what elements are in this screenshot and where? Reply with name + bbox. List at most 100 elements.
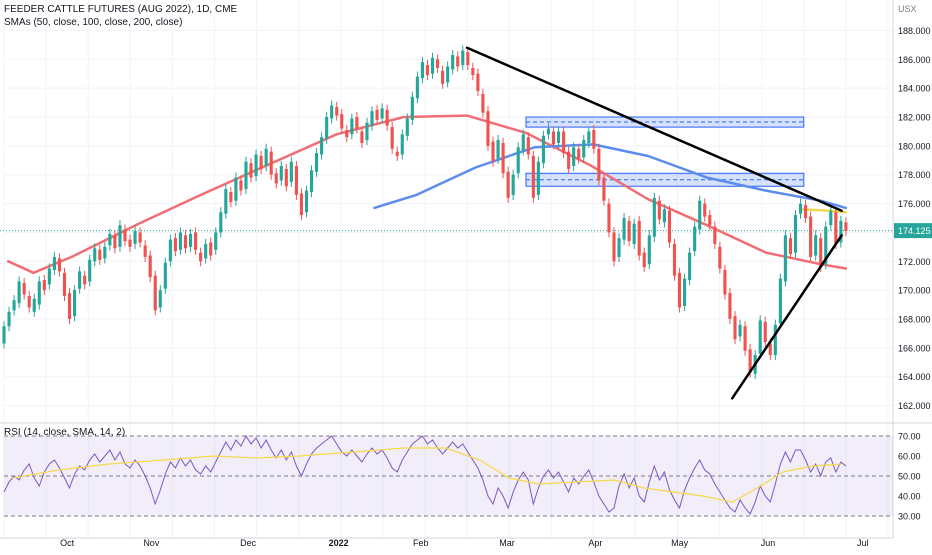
candle-body: [728, 293, 732, 319]
trendline[interactable]: [465, 46, 843, 213]
candle-body: [582, 140, 586, 158]
candle-body: [607, 203, 611, 233]
candle-body: [52, 256, 56, 270]
time-tick-label: Feb: [413, 538, 429, 548]
candle-body: [320, 137, 324, 155]
price-tick-label: 176.000: [898, 199, 931, 209]
candle-body: [592, 129, 596, 149]
chart-title: FEEDER CATTLE FUTURES (AUG 2022), 1D, CM…: [4, 4, 238, 15]
candle-body: [496, 140, 500, 159]
candle-body: [7, 311, 11, 327]
candle-body: [284, 168, 288, 187]
candle-body: [562, 131, 566, 154]
candle-body: [178, 232, 183, 250]
candle-body: [541, 135, 545, 164]
candle-body: [188, 233, 193, 247]
candle-body: [703, 203, 707, 217]
candle-body: [249, 163, 253, 178]
candle-body: [446, 66, 450, 83]
price-tick-label: 184.000: [898, 84, 931, 94]
candle-body: [224, 189, 228, 214]
candle-body: [118, 225, 122, 247]
candle-body: [57, 258, 62, 272]
candle-body: [143, 245, 147, 257]
candle-body: [748, 349, 752, 373]
candle-body: [486, 111, 490, 146]
candle-body: [713, 226, 717, 244]
candle-body: [199, 252, 203, 262]
candle-body: [380, 108, 384, 119]
candle-body: [158, 290, 162, 308]
candle-body: [88, 259, 92, 282]
candle-body: [93, 248, 97, 262]
candle-body: [264, 148, 268, 167]
candle-body: [274, 173, 278, 184]
candle-body: [410, 96, 414, 120]
candle-body: [758, 320, 762, 354]
candle-body: [597, 148, 601, 181]
candle-body: [829, 210, 833, 226]
time-tick-label: Dec: [240, 538, 257, 548]
candle-body: [37, 281, 41, 305]
rsi-tick-label: 50.00: [898, 472, 921, 482]
candle-body: [375, 109, 379, 120]
candle-body: [768, 343, 772, 356]
candle-body: [219, 212, 223, 233]
price-tick-label: 180.000: [898, 141, 931, 151]
candle-body: [214, 232, 218, 250]
candle-body: [2, 326, 6, 344]
candle-body: [466, 52, 470, 66]
candle-body: [718, 246, 722, 269]
candle-body: [345, 129, 349, 138]
time-tick-label: Oct: [60, 538, 75, 548]
time-tick-label: Mar: [499, 538, 515, 548]
candle-body: [834, 212, 838, 244]
sma-line: [373, 143, 848, 210]
candle-body: [536, 161, 540, 195]
candle-body: [683, 278, 687, 307]
candle-body: [763, 321, 767, 343]
candle-body: [269, 151, 273, 175]
rsi-line: [3, 434, 847, 515]
candle-body: [279, 166, 283, 181]
candle-body: [420, 62, 424, 79]
candle-body: [441, 70, 445, 84]
candle-body: [743, 326, 747, 351]
last-price-label: 174.125: [898, 226, 931, 236]
candle-body: [577, 148, 581, 159]
candle-body: [602, 177, 606, 201]
candle-body: [425, 65, 430, 76]
candle-body: [194, 232, 198, 250]
candle-body: [556, 131, 561, 143]
candle-body: [103, 246, 107, 259]
candle-body: [153, 275, 157, 311]
sma-line: [6, 114, 848, 275]
candle-body: [622, 218, 626, 240]
price-tick-label: 164.000: [898, 372, 931, 382]
candle-body: [501, 142, 505, 174]
price-tick-label: 168.000: [898, 315, 931, 325]
candle-body: [113, 235, 117, 249]
candle-body: [652, 197, 656, 237]
candle-body: [612, 232, 616, 262]
candle-body: [839, 220, 843, 243]
price-tick-label: 188.000: [898, 26, 931, 36]
trendline[interactable]: [730, 234, 843, 400]
candle-body: [511, 174, 515, 195]
candle-body: [662, 209, 666, 223]
candle-body: [239, 180, 243, 191]
sma-line: [798, 208, 848, 214]
candle-body: [62, 272, 67, 296]
candle-body: [73, 290, 77, 317]
candle-body: [330, 105, 334, 119]
candle-body: [395, 151, 399, 156]
time-tick-label: Jul: [857, 538, 869, 548]
candle-body: [244, 161, 248, 190]
candle-body: [229, 192, 233, 203]
candle-body: [163, 262, 167, 289]
candle-body: [778, 278, 782, 324]
candle-body: [481, 93, 485, 113]
candle-body: [809, 216, 813, 257]
